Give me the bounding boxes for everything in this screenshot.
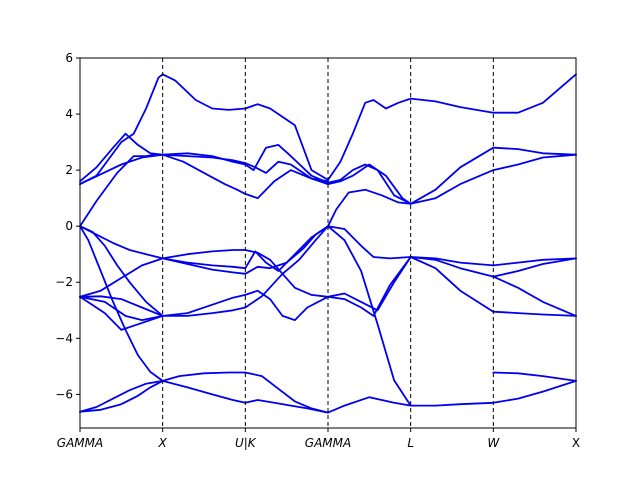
band-line-24: [244, 225, 329, 275]
band-line-43: [161, 153, 247, 165]
band-line-27: [327, 225, 412, 407]
band-line-10: [79, 225, 164, 382]
band-line-15: [79, 295, 164, 317]
band-line-30: [327, 256, 412, 317]
x-tick-label: W: [487, 436, 500, 450]
band-line-18: [161, 257, 247, 270]
band-line-8: [492, 379, 577, 404]
band-line-38: [79, 153, 164, 228]
band-line-36: [492, 275, 577, 317]
band-line-0: [79, 379, 164, 413]
band-line-55: [409, 146, 495, 205]
x-axis: GAMMA X U|K GAMMA L W X: [57, 428, 580, 450]
x-tick-label: X: [572, 436, 580, 450]
band-line-32: [409, 256, 495, 278]
y-tick-label: 6: [65, 51, 73, 65]
band-line-59: [492, 153, 577, 172]
band-line-42: [161, 73, 247, 111]
band-line-25: [244, 289, 329, 322]
high-symmetry-lines: [162, 58, 494, 428]
band-line-20: [161, 293, 247, 317]
band-line-13: [79, 257, 164, 298]
band-line-40: [79, 132, 164, 183]
band-line-53: [327, 188, 412, 228]
band-line-14: [79, 295, 164, 322]
y-tick-label: 2: [65, 163, 73, 177]
x-tick-label: X: [158, 436, 168, 450]
band-line-23: [244, 225, 329, 272]
band-line-26: [244, 225, 329, 309]
band-line-17: [161, 249, 247, 260]
y-tick-label: 0: [65, 219, 73, 233]
band-line-3: [161, 371, 247, 382]
band-line-34: [492, 257, 577, 267]
band-line-9: [492, 371, 577, 382]
band-line-51: [327, 163, 412, 205]
y-tick-label: −6: [55, 387, 73, 401]
band-line-45: [161, 153, 247, 195]
band-line-46: [244, 103, 329, 181]
band-line-49: [244, 169, 329, 200]
band-line-44: [161, 152, 247, 166]
band-line-28: [327, 225, 412, 260]
band-line-2: [161, 379, 247, 404]
x-tick-label: GAMMA: [305, 436, 351, 450]
band-line-58: [492, 146, 577, 156]
band-line-7: [409, 401, 495, 407]
y-axis: −6 −4 −2 0 2 4 6: [55, 51, 80, 401]
band-line-12: [79, 225, 164, 260]
band-line-52: [327, 163, 412, 205]
band-line-16: [79, 295, 164, 331]
band-line-41: [79, 153, 164, 186]
band-line-35: [492, 257, 577, 278]
y-tick-label: −2: [55, 275, 73, 289]
band-line-29: [327, 256, 412, 312]
band-line-6: [327, 396, 412, 414]
band-line-57: [492, 73, 577, 114]
band-line-4: [244, 399, 329, 414]
band-line-33: [409, 256, 495, 313]
band-line-19: [161, 257, 247, 275]
y-tick-label: −4: [55, 331, 73, 345]
band-line-39: [79, 73, 164, 186]
band-line-48: [244, 143, 329, 184]
x-tick-label: L: [407, 436, 414, 450]
band-line-1: [79, 379, 164, 413]
band-line-5: [244, 371, 329, 414]
band-line-22: [244, 249, 329, 298]
band-line-56: [409, 169, 495, 205]
band-lines: [79, 73, 577, 414]
band-line-50: [327, 97, 412, 181]
x-tick-label: GAMMA: [57, 436, 103, 450]
band-line-11: [79, 225, 164, 317]
band-line-21: [161, 306, 247, 317]
band-line-54: [409, 97, 495, 114]
y-tick-label: 4: [65, 107, 73, 121]
band-line-37: [492, 310, 577, 317]
x-tick-label: U|K: [235, 436, 257, 450]
